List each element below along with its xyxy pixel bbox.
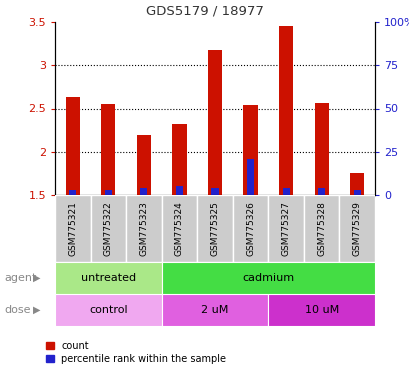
Text: untreated: untreated [81, 273, 135, 283]
Bar [278, 26, 292, 195]
Bar [232, 195, 267, 262]
Text: GSM775326: GSM775326 [245, 201, 254, 256]
Legend: count, percentile rank within the sample: count, percentile rank within the sample [46, 341, 226, 364]
Bar [161, 294, 267, 326]
Text: GSM775322: GSM775322 [103, 201, 112, 256]
Text: 2 uM: 2 uM [201, 305, 228, 315]
Bar [282, 188, 289, 195]
Bar [105, 190, 112, 195]
Bar [65, 97, 80, 195]
Text: GSM775324: GSM775324 [175, 201, 184, 256]
Text: GDS5179 / 18977: GDS5179 / 18977 [146, 5, 263, 18]
Bar [207, 50, 222, 195]
Bar [267, 294, 374, 326]
Bar [175, 186, 182, 195]
Text: agent: agent [4, 273, 36, 283]
Text: GSM775323: GSM775323 [139, 201, 148, 256]
Bar [69, 190, 76, 195]
Text: GSM775321: GSM775321 [68, 201, 77, 256]
Bar [303, 195, 339, 262]
Bar [246, 159, 254, 195]
Bar [211, 188, 218, 195]
Bar [267, 195, 303, 262]
Bar [314, 103, 328, 195]
Bar [126, 195, 161, 262]
Text: control: control [89, 305, 127, 315]
Text: GSM775325: GSM775325 [210, 201, 219, 256]
Bar [55, 195, 90, 262]
Bar [161, 262, 374, 294]
Bar [137, 135, 151, 195]
Bar [55, 294, 161, 326]
Bar [140, 188, 147, 195]
Bar [197, 195, 232, 262]
Text: 10 uM: 10 uM [304, 305, 338, 315]
Bar [172, 124, 186, 195]
Text: GSM775328: GSM775328 [317, 201, 326, 256]
Bar [161, 195, 197, 262]
Bar [90, 195, 126, 262]
Text: ▶: ▶ [33, 305, 40, 315]
Bar [317, 188, 324, 195]
Text: ▶: ▶ [33, 273, 40, 283]
Bar [349, 173, 364, 195]
Bar [101, 104, 115, 195]
Bar [353, 190, 360, 195]
Bar [339, 195, 374, 262]
Text: GSM775327: GSM775327 [281, 201, 290, 256]
Text: dose: dose [4, 305, 31, 315]
Bar [243, 105, 257, 195]
Text: GSM775329: GSM775329 [352, 201, 361, 256]
Text: cadmium: cadmium [242, 273, 294, 283]
Bar [55, 262, 161, 294]
